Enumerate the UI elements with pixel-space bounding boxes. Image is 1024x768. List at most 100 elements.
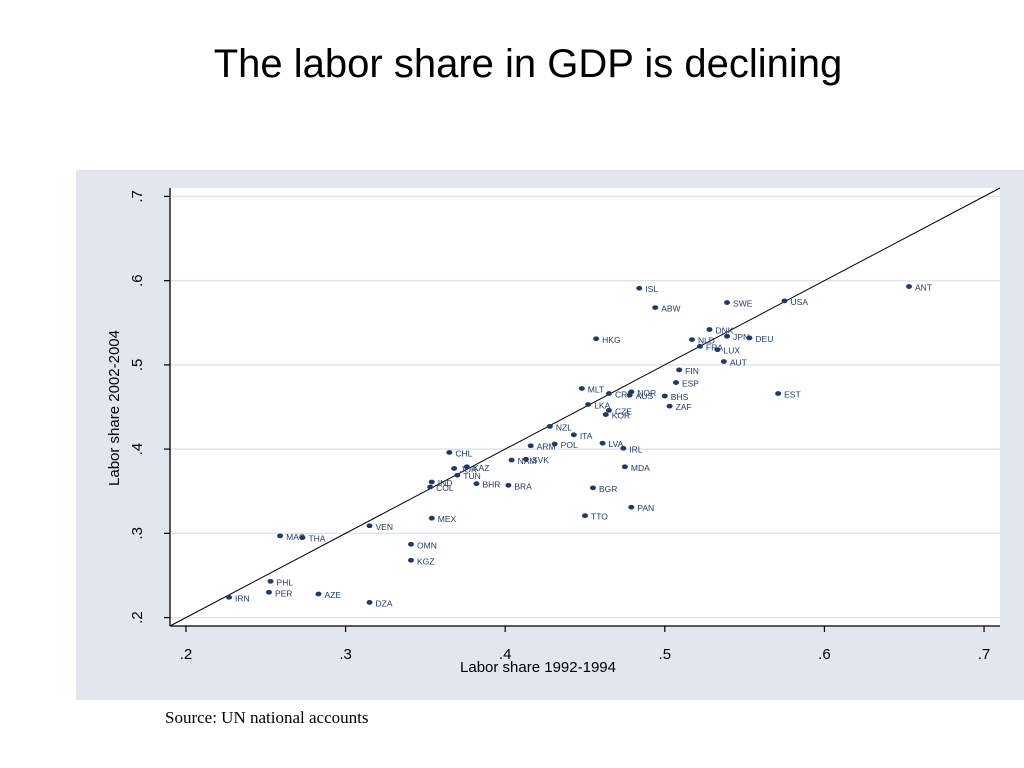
point-ita	[570, 432, 577, 438]
point-label-phl: PHL	[277, 577, 294, 587]
point-label-zaf: ZAF	[676, 402, 692, 412]
point-zaf	[666, 403, 673, 409]
point-isl	[636, 285, 643, 291]
point-label-aus: AUS	[636, 391, 654, 401]
point-label-chl: CHL	[455, 448, 472, 458]
point-label-jor: JOR	[460, 464, 477, 474]
source-note: Source: UN national accounts	[165, 708, 369, 727]
point-label-cze: CZE	[615, 406, 632, 416]
point-kgz	[408, 557, 415, 563]
point-label-irl: IRL	[629, 444, 643, 454]
point-label-lva: LVA	[609, 439, 624, 449]
point-bhr	[473, 481, 480, 487]
point-dza	[366, 600, 373, 605]
point-svk	[522, 456, 529, 462]
point-label-col: COL	[436, 483, 454, 493]
y-tick-label-2: .4	[129, 443, 146, 456]
point-bgr	[589, 485, 596, 491]
point-label-ant: ANT	[915, 283, 932, 293]
point-label-jpn: JPN	[733, 332, 749, 342]
point-label-isl: ISL	[645, 284, 658, 294]
point-label-bra: BRA	[514, 481, 532, 491]
point-label-ven: VEN	[376, 522, 393, 532]
point-aut	[720, 359, 727, 364]
point-label-aze: AZE	[324, 590, 341, 600]
point-arm	[527, 443, 534, 449]
point-label-lux: LUX	[723, 346, 740, 356]
point-nam	[508, 457, 515, 463]
point-label-tto: TTO	[591, 512, 608, 522]
point-label-tun: TUN	[463, 471, 480, 481]
point-label-deu: DEU	[755, 334, 773, 344]
slide-title: The labor share in GDP is declining	[213, 42, 843, 86]
y-tick-label-4: .6	[129, 274, 146, 287]
point-aus	[626, 392, 633, 398]
point-tha	[299, 535, 306, 540]
point-abw	[652, 305, 659, 311]
point-mlt	[578, 386, 585, 391]
point-omn	[408, 541, 415, 547]
point-ind	[428, 479, 435, 485]
point-label-svk: SVK	[532, 455, 549, 465]
point-label-kgz: KGZ	[417, 556, 434, 566]
y-axis-label: Labor share 2002-2004	[106, 330, 123, 486]
x-tick-label-5: .7	[978, 646, 991, 663]
point-lka	[585, 402, 592, 407]
point-tto	[582, 513, 588, 519]
point-label-usa: USA	[791, 297, 809, 307]
point-mex	[428, 515, 435, 521]
point-bhs	[661, 393, 668, 399]
y-tick-label-3: .5	[129, 359, 146, 372]
point-label-tha: THA	[308, 534, 325, 544]
point-label-bgr: BGR	[599, 484, 617, 494]
point-hkg	[593, 336, 600, 342]
point-esp	[672, 380, 679, 385]
point-jor	[451, 466, 458, 471]
x-tick-label-4: .6	[818, 646, 831, 663]
point-label-kaz: KAZ	[473, 463, 490, 473]
point-mda	[621, 464, 628, 470]
point-pan	[628, 504, 635, 510]
point-label-ita: ITA	[580, 431, 593, 441]
point-fin	[676, 367, 683, 373]
point-label-dza: DZA	[376, 598, 393, 608]
point-label-aut: AUT	[730, 358, 747, 368]
grid-layer	[170, 195, 1000, 619]
point-label-hkg: HKG	[602, 335, 620, 345]
point-per	[265, 589, 272, 595]
point-lva	[599, 440, 606, 446]
x-tick-label-3: .5	[659, 646, 672, 663]
point-label-mlt: MLT	[588, 384, 604, 394]
point-label-mex: MEX	[438, 514, 457, 524]
reference-line-45deg	[169, 187, 1001, 627]
point-label-pan: PAN	[637, 503, 654, 513]
point-usa	[781, 298, 788, 304]
point-irl	[620, 445, 627, 451]
chart-panel: .2 .3 .4 .5 .6 .7 .2 .3 .4 .5 .6 .7 ANT ISL USA SWE ABW…	[76, 170, 1024, 700]
point-label-est: EST	[784, 390, 801, 400]
point-label-pol: POL	[561, 440, 578, 450]
point-label-mac: MAC	[286, 532, 305, 542]
x-tick-label-1: .3	[339, 646, 352, 663]
point-nzl	[546, 423, 553, 429]
axes-layer: .2 .3 .4 .5 .6 .7 .2 .3 .4 .5 .6 .7	[129, 188, 1000, 663]
point-cri	[605, 391, 612, 396]
point-label-swe: SWE	[733, 299, 753, 309]
point-label-fra: FRA	[706, 342, 723, 352]
point-deu	[746, 335, 753, 341]
x-axis-label: Labor share 1992-1994	[460, 659, 616, 676]
point-irn	[226, 594, 233, 600]
point-label-fin: FIN	[685, 366, 699, 376]
point-col	[427, 484, 434, 490]
point-lux	[714, 347, 721, 353]
point-label-bhs: BHS	[671, 392, 689, 402]
point-swe	[724, 300, 731, 305]
point-ven	[366, 523, 373, 529]
point-kor	[602, 412, 609, 417]
point-phl	[267, 578, 274, 584]
point-kaz	[463, 464, 470, 470]
point-label-nld: NLD	[698, 336, 715, 346]
point-label-bhr: BHR	[482, 480, 500, 490]
point-tun	[454, 472, 461, 478]
